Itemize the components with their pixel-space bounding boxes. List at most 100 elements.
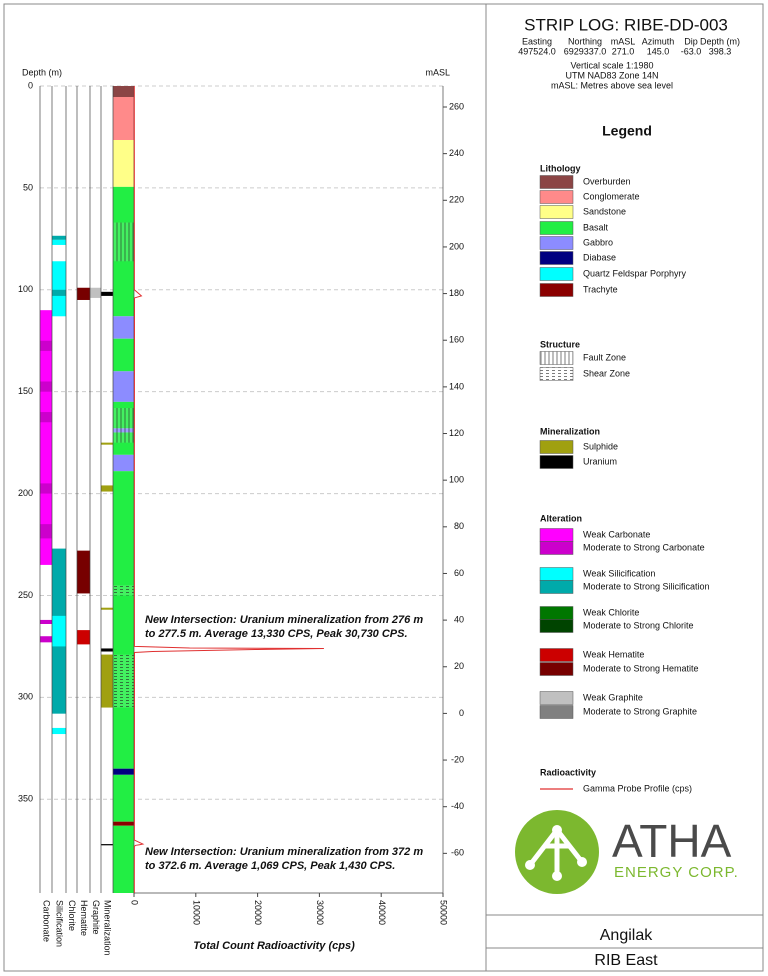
header-column: Depth (m) bbox=[700, 36, 740, 46]
x-tick-label: 40000 bbox=[377, 900, 387, 925]
alteration-interval bbox=[101, 485, 113, 492]
lithology-interval bbox=[113, 338, 134, 372]
legend-label: Uranium bbox=[583, 456, 617, 466]
lithology-interval bbox=[113, 825, 134, 893]
alteration-interval bbox=[101, 442, 113, 445]
note: mASL: Metres above sea level bbox=[551, 80, 673, 90]
legend-label: Moderate to Strong Graphite bbox=[583, 706, 697, 716]
y-tick-label: 350 bbox=[18, 794, 33, 804]
x-tick-label: 50000 bbox=[439, 900, 449, 925]
project-name: Angilak bbox=[600, 927, 653, 944]
legend-swatch bbox=[539, 541, 574, 555]
x-tick-label: 0 bbox=[130, 900, 140, 905]
column-label: Hematite bbox=[79, 900, 89, 936]
alteration-interval bbox=[77, 630, 90, 645]
alteration-interval bbox=[77, 550, 90, 594]
legend-swatch bbox=[539, 662, 574, 676]
annotation: New Intersection: Uranium mineralization… bbox=[145, 846, 423, 858]
y-tick-label: 50 bbox=[23, 182, 33, 192]
y2-tick-label: -60 bbox=[451, 848, 464, 858]
alteration-interval bbox=[40, 636, 52, 643]
header-value: 497524.0 bbox=[518, 46, 556, 56]
structure-interval bbox=[113, 654, 134, 708]
header-value: -63.0 bbox=[681, 46, 702, 56]
header-value: 398.3 bbox=[709, 46, 732, 56]
legend-label: Moderate to Strong Carbonate bbox=[583, 542, 705, 552]
legend-swatch bbox=[539, 440, 574, 454]
legend-swatch bbox=[539, 455, 574, 469]
legend-swatch bbox=[539, 648, 574, 662]
y-tick-label: 200 bbox=[18, 488, 33, 498]
alteration-interval bbox=[40, 524, 52, 539]
y2-tick-label: 200 bbox=[449, 241, 464, 251]
y2-tick-label: -40 bbox=[451, 801, 464, 811]
legend-label: Moderate to Strong Hematite bbox=[583, 663, 699, 673]
y2-tick-label: 120 bbox=[449, 428, 464, 438]
alteration-interval bbox=[52, 239, 66, 245]
legend-label: Sulphide bbox=[583, 441, 618, 451]
x-axis-title: Total Count Radioactivity (cps) bbox=[193, 940, 355, 952]
legend-swatch bbox=[539, 367, 574, 381]
lithology-interval bbox=[113, 371, 134, 402]
alteration-interval bbox=[40, 483, 52, 494]
header-value: 6929337.0 bbox=[564, 46, 607, 56]
y2-tick-label: 140 bbox=[449, 381, 464, 391]
y-tick-label: 0 bbox=[28, 80, 33, 90]
y2-tick-label: 40 bbox=[454, 614, 464, 624]
alteration-interval bbox=[52, 289, 66, 296]
legend-swatch bbox=[539, 606, 574, 620]
legend-section-title: Radioactivity bbox=[540, 767, 596, 777]
alteration-interval bbox=[101, 844, 113, 846]
legend-swatch bbox=[539, 691, 574, 705]
x-tick-label: 20000 bbox=[253, 900, 263, 925]
column-label: Carbonate bbox=[42, 900, 52, 942]
y-tick-label: 150 bbox=[18, 386, 33, 396]
lithology-interval bbox=[113, 86, 134, 98]
legend-swatch bbox=[539, 580, 574, 594]
area-name: RIB East bbox=[594, 952, 658, 969]
alteration-interval bbox=[40, 412, 52, 423]
y2-tick-label: -20 bbox=[451, 754, 464, 764]
lithology-interval bbox=[113, 768, 134, 775]
alteration-interval bbox=[40, 310, 52, 565]
y2-tick-label: 20 bbox=[454, 661, 464, 671]
alteration-interval bbox=[52, 727, 66, 735]
legend-section-title: Structure bbox=[540, 339, 580, 349]
lithology-interval bbox=[113, 140, 134, 187]
y2-tick-label: 80 bbox=[454, 521, 464, 531]
y2-tick-label: 100 bbox=[449, 475, 464, 485]
lithology-interval bbox=[113, 316, 134, 339]
annotation: New Intersection: Uranium mineralization… bbox=[145, 614, 423, 626]
legend-label: Sandstone bbox=[583, 206, 626, 216]
alteration-interval bbox=[52, 615, 66, 647]
alteration-interval bbox=[52, 235, 66, 240]
column-label: Mineralization bbox=[103, 900, 113, 956]
alteration-interval bbox=[40, 381, 52, 392]
note: UTM NAD83 Zone 14N bbox=[565, 70, 658, 80]
alteration-interval bbox=[52, 261, 66, 317]
header-column: Easting bbox=[522, 36, 552, 46]
legend-label: Weak Graphite bbox=[583, 692, 643, 702]
x-tick-label: 30000 bbox=[315, 900, 325, 925]
legend-label: Weak Carbonate bbox=[583, 529, 650, 539]
legend-label: Basalt bbox=[583, 222, 609, 232]
legend-swatch bbox=[539, 351, 574, 365]
logo-name: ATHA bbox=[612, 815, 732, 867]
y2-tick-label: 220 bbox=[449, 195, 464, 205]
lithology-interval bbox=[113, 774, 134, 822]
column-label: Chlorite bbox=[67, 900, 77, 931]
y2-tick-label: 180 bbox=[449, 288, 464, 298]
y-tick-label: 250 bbox=[18, 590, 33, 600]
lithology-interval bbox=[113, 471, 134, 769]
legend-swatch bbox=[539, 205, 574, 219]
annotation: to 277.5 m. Average 13,330 CPS, Peak 30,… bbox=[145, 628, 408, 640]
legend-section-title: Mineralization bbox=[540, 426, 600, 436]
structure-interval bbox=[113, 585, 134, 596]
y-tick-label: 300 bbox=[18, 692, 33, 702]
legend-swatch bbox=[539, 267, 574, 281]
y-tick-label: 100 bbox=[18, 284, 33, 294]
y-axis-title: Depth (m) bbox=[22, 67, 62, 77]
y2-tick-label: 160 bbox=[449, 335, 464, 345]
legend-swatch bbox=[539, 190, 574, 204]
alteration-interval bbox=[101, 291, 113, 296]
